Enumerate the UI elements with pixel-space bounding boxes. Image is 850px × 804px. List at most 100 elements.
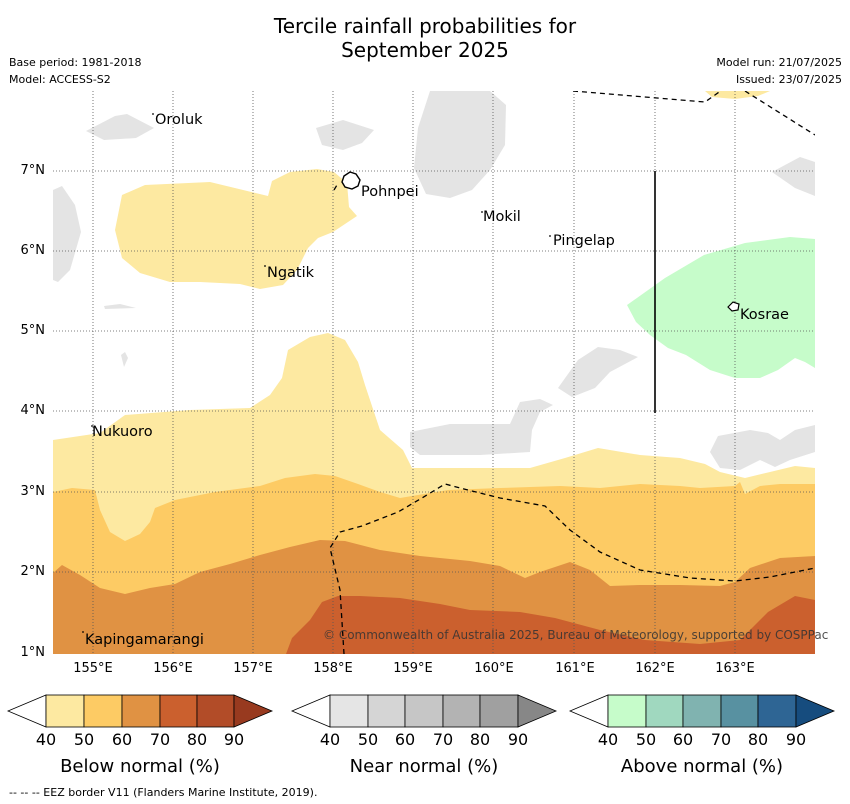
footer-eez-note: -- -- -- EEZ border V11 (Flanders Marine… (9, 786, 318, 799)
near-normal-central (558, 347, 638, 397)
colorbar-above-tick: 80 (747, 730, 769, 749)
place-pingelap: Pingelap (553, 233, 615, 249)
lat-tick-2n: 2°N (20, 564, 46, 579)
colorbar-below-high-arrow (233, 694, 274, 728)
colorbar-below-tick: 80 (186, 730, 208, 749)
colorbar-above-bin-3 (682, 694, 722, 728)
colorbar-above-tick: 60 (672, 730, 694, 749)
below-normal-top-edge (705, 91, 770, 99)
colorbar-below-bin-4 (159, 694, 198, 728)
colorbar-below-label: Below normal (%) (60, 756, 220, 777)
colorbar-near-tick: 50 (357, 730, 379, 749)
near-normal-small-west (104, 304, 136, 309)
colorbar-above-low-arrow (568, 694, 609, 728)
meta-left: Base period: 1981-2018 Model: ACCESS-S2 (9, 54, 141, 88)
colorbar-near-label: Near normal (%) (349, 756, 499, 777)
colorbar-near-tick: 70 (432, 730, 454, 749)
colorbar-near-tick: 60 (394, 730, 416, 749)
colorbar-above-tick: 90 (785, 730, 807, 749)
title-line-1: Tercile rainfall probabilities for (273, 14, 577, 38)
colorbar-below-tick: 50 (73, 730, 95, 749)
base-period: Base period: 1981-2018 (9, 56, 142, 69)
colorbar-below-low-arrow (6, 694, 47, 728)
above-normal-kosrae (627, 237, 815, 378)
colorbar-above-tick: 50 (635, 730, 657, 749)
copyright-notice: © Commonwealth of Australia 2025, Bureau… (323, 628, 829, 642)
colorbar-below-bin-3 (121, 694, 161, 728)
lat-tick-6n: 6°N (20, 243, 46, 258)
lon-tick-162e: 162°E (635, 661, 675, 676)
colorbar-above (568, 694, 836, 728)
place-oroluk: Oroluk (155, 112, 203, 128)
lon-tick-158e: 158°E (313, 661, 353, 676)
colorbar-below-bin-5 (196, 694, 235, 728)
near-normal-west-edge (53, 186, 81, 282)
lat-tick-7n: 7°N (20, 163, 46, 178)
place-kapingamarangi: Kapingamarangi (85, 632, 204, 648)
colorbar-near-bin-1 (329, 694, 369, 728)
near-normal-oroluk (86, 114, 154, 140)
colorbar-near-tick: 90 (507, 730, 529, 749)
colorbar-above-bin-5 (757, 694, 797, 728)
issued-date: Issued: 23/07/2025 (735, 73, 842, 86)
lat-tick-4n: 4°N (20, 403, 46, 418)
title-line-2: September 2025 (341, 38, 509, 62)
colorbar-above-tick: 40 (597, 730, 619, 749)
near-normal-south-band (410, 399, 553, 455)
lon-tick-157e: 157°E (233, 661, 273, 676)
colorbar-below (6, 694, 274, 728)
eez-borders (329, 91, 815, 654)
lon-tick-156e: 156°E (153, 661, 193, 676)
below-normal-band-80 (286, 596, 815, 654)
lon-tick-160e: 160°E (474, 661, 514, 676)
near-normal-dot (121, 352, 128, 367)
place-mokil: Mokil (483, 209, 521, 225)
colorbar-below-tick: 70 (149, 730, 171, 749)
colorbar-below-bin-2 (83, 694, 123, 728)
colorbar-above-label: Above normal (%) (620, 756, 784, 777)
colorbar-near-bin-3 (404, 694, 444, 728)
lon-tick-155e: 155°E (73, 661, 113, 676)
kosrae-island (727, 301, 740, 312)
colorbar-near-tick: 80 (469, 730, 491, 749)
place-ngatik: Ngatik (267, 265, 315, 281)
colorbar-near-bin-4 (442, 694, 481, 728)
near-normal-north-patch (316, 120, 374, 150)
lat-gridlines (53, 170, 815, 573)
place-kosrae: Kosrae (740, 307, 789, 323)
map-title: Tercile rainfall probabilities for Septe… (0, 14, 850, 62)
model-run: Model run: 21/07/2025 (716, 56, 842, 69)
colorbar-below-tick: 40 (35, 730, 57, 749)
place-pohnpei: Pohnpei (361, 184, 419, 200)
colorbar-above-high-arrow (795, 694, 836, 728)
colorbar-near (290, 694, 558, 728)
colorbar-near-tick: 40 (319, 730, 341, 749)
colorbar-near-low-arrow (290, 694, 331, 728)
meta-right: Model run: 21/07/2025 Issued: 23/07/2025 (716, 54, 842, 88)
colorbar-below-bin-1 (45, 694, 85, 728)
lon-tick-159e: 159°E (393, 661, 433, 676)
lat-tick-5n: 5°N (20, 323, 46, 338)
colorbar-above-bin-1 (607, 694, 647, 728)
island-markers (82, 113, 551, 633)
colorbar-above-bin-2 (645, 694, 684, 728)
colorbar-near-bin-2 (367, 694, 406, 728)
below-normal-band-70 (53, 540, 815, 654)
map-area (53, 91, 815, 654)
lat-tick-1n: 1°N (20, 645, 46, 660)
colorbar-above-tick: 70 (710, 730, 732, 749)
near-normal-east-top (772, 157, 815, 196)
place-nukuoro: Nukuoro (92, 424, 153, 440)
pohnpei-island (341, 171, 361, 190)
colorbar-near-bin-5 (479, 694, 519, 728)
below-normal-pohnpei-patch (115, 169, 357, 289)
model-name: Model: ACCESS-S2 (9, 73, 111, 86)
lon-tick-161e: 161°E (555, 661, 595, 676)
lat-tick-3n: 3°N (20, 484, 46, 499)
lon-tick-163e: 163°E (715, 661, 755, 676)
colorbar-below-tick: 60 (111, 730, 133, 749)
colorbar-below-tick: 90 (223, 730, 245, 749)
colorbar-above-bin-4 (720, 694, 759, 728)
near-normal-east-mid (710, 425, 815, 470)
colorbar-near-high-arrow (517, 694, 558, 728)
